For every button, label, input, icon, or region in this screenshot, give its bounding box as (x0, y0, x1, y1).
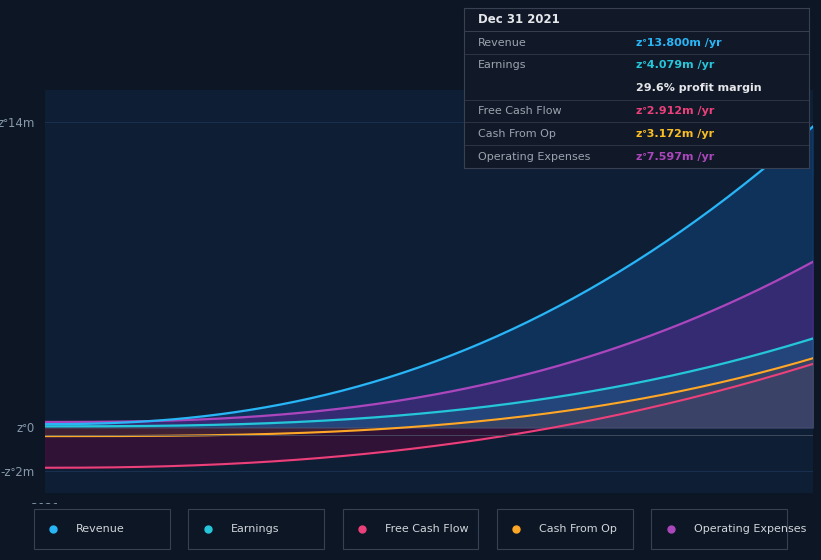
Text: Operating Expenses: Operating Expenses (694, 524, 806, 534)
Text: Earnings: Earnings (231, 524, 279, 534)
Text: Cash From Op: Cash From Op (478, 129, 556, 139)
Text: 29.6% profit margin: 29.6% profit margin (636, 83, 762, 93)
Text: Revenue: Revenue (76, 524, 125, 534)
Text: zᐤ7.597m /yr: zᐤ7.597m /yr (636, 152, 714, 162)
Text: zᐤ2.912m /yr: zᐤ2.912m /yr (636, 106, 714, 116)
Text: zᐤ13.800m /yr: zᐤ13.800m /yr (636, 38, 722, 48)
Text: zᐤ3.172m /yr: zᐤ3.172m /yr (636, 129, 714, 139)
Text: Free Cash Flow: Free Cash Flow (478, 106, 562, 116)
Text: Earnings: Earnings (478, 60, 526, 71)
Text: Cash From Op: Cash From Op (539, 524, 617, 534)
Text: Revenue: Revenue (478, 38, 526, 48)
Text: Operating Expenses: Operating Expenses (478, 152, 590, 162)
Text: Free Cash Flow: Free Cash Flow (385, 524, 469, 534)
Text: zᐤ4.079m /yr: zᐤ4.079m /yr (636, 60, 714, 71)
Text: Dec 31 2021: Dec 31 2021 (478, 13, 559, 26)
